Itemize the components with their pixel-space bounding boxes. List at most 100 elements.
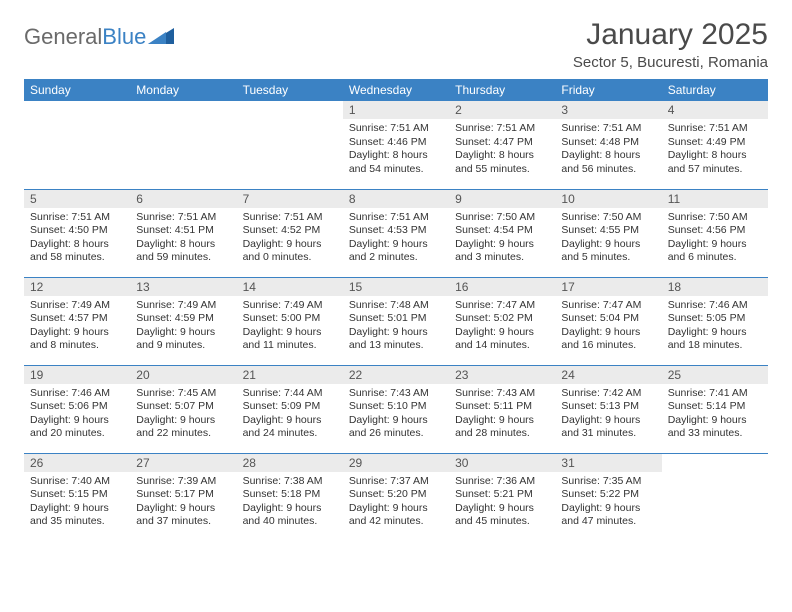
weekday-header: Thursday <box>449 79 555 101</box>
day-details: Sunrise: 7:51 AMSunset: 4:53 PMDaylight:… <box>343 208 449 266</box>
calendar-day-cell: 12Sunrise: 7:49 AMSunset: 4:57 PMDayligh… <box>24 277 130 365</box>
calendar-day-cell: 2Sunrise: 7:51 AMSunset: 4:47 PMDaylight… <box>449 101 555 189</box>
calendar-day-cell <box>662 453 768 541</box>
calendar-day-cell: 18Sunrise: 7:46 AMSunset: 5:05 PMDayligh… <box>662 277 768 365</box>
day-number: 22 <box>343 366 449 384</box>
day-number: 14 <box>237 278 343 296</box>
calendar-day-cell: 13Sunrise: 7:49 AMSunset: 4:59 PMDayligh… <box>130 277 236 365</box>
day-number: 8 <box>343 190 449 208</box>
weekday-header-row: Sunday Monday Tuesday Wednesday Thursday… <box>24 79 768 101</box>
day-details: Sunrise: 7:51 AMSunset: 4:46 PMDaylight:… <box>343 119 449 177</box>
day-number: 1 <box>343 101 449 119</box>
calendar-week-row: 19Sunrise: 7:46 AMSunset: 5:06 PMDayligh… <box>24 365 768 453</box>
day-number: 18 <box>662 278 768 296</box>
day-number: 20 <box>130 366 236 384</box>
day-number: 21 <box>237 366 343 384</box>
day-number: 5 <box>24 190 130 208</box>
logo-text-blue: Blue <box>102 24 146 50</box>
day-details: Sunrise: 7:47 AMSunset: 5:02 PMDaylight:… <box>449 296 555 354</box>
day-details: Sunrise: 7:51 AMSunset: 4:47 PMDaylight:… <box>449 119 555 177</box>
calendar-day-cell: 4Sunrise: 7:51 AMSunset: 4:49 PMDaylight… <box>662 101 768 189</box>
day-number: 13 <box>130 278 236 296</box>
calendar-week-row: 26Sunrise: 7:40 AMSunset: 5:15 PMDayligh… <box>24 453 768 541</box>
day-details: Sunrise: 7:36 AMSunset: 5:21 PMDaylight:… <box>449 472 555 530</box>
weekday-header: Wednesday <box>343 79 449 101</box>
day-number: 12 <box>24 278 130 296</box>
calendar-day-cell: 22Sunrise: 7:43 AMSunset: 5:10 PMDayligh… <box>343 365 449 453</box>
calendar-day-cell: 11Sunrise: 7:50 AMSunset: 4:56 PMDayligh… <box>662 189 768 277</box>
day-details: Sunrise: 7:49 AMSunset: 4:59 PMDaylight:… <box>130 296 236 354</box>
calendar-day-cell: 25Sunrise: 7:41 AMSunset: 5:14 PMDayligh… <box>662 365 768 453</box>
weekday-header: Sunday <box>24 79 130 101</box>
day-details: Sunrise: 7:39 AMSunset: 5:17 PMDaylight:… <box>130 472 236 530</box>
calendar-day-cell: 15Sunrise: 7:48 AMSunset: 5:01 PMDayligh… <box>343 277 449 365</box>
day-number: 2 <box>449 101 555 119</box>
calendar-day-cell <box>237 101 343 189</box>
calendar-day-cell: 10Sunrise: 7:50 AMSunset: 4:55 PMDayligh… <box>555 189 661 277</box>
day-number: 17 <box>555 278 661 296</box>
title-block: January 2025 Sector 5, Bucuresti, Romani… <box>573 18 768 71</box>
day-number: 28 <box>237 454 343 472</box>
day-number: 23 <box>449 366 555 384</box>
calendar-day-cell: 21Sunrise: 7:44 AMSunset: 5:09 PMDayligh… <box>237 365 343 453</box>
header: GeneralBlue January 2025 Sector 5, Bucur… <box>24 18 768 71</box>
calendar-day-cell: 19Sunrise: 7:46 AMSunset: 5:06 PMDayligh… <box>24 365 130 453</box>
day-details: Sunrise: 7:45 AMSunset: 5:07 PMDaylight:… <box>130 384 236 442</box>
day-details: Sunrise: 7:50 AMSunset: 4:54 PMDaylight:… <box>449 208 555 266</box>
calendar-day-cell: 3Sunrise: 7:51 AMSunset: 4:48 PMDaylight… <box>555 101 661 189</box>
day-details: Sunrise: 7:46 AMSunset: 5:06 PMDaylight:… <box>24 384 130 442</box>
day-details: Sunrise: 7:51 AMSunset: 4:51 PMDaylight:… <box>130 208 236 266</box>
day-number: 31 <box>555 454 661 472</box>
day-details: Sunrise: 7:51 AMSunset: 4:52 PMDaylight:… <box>237 208 343 266</box>
calendar-week-row: 5Sunrise: 7:51 AMSunset: 4:50 PMDaylight… <box>24 189 768 277</box>
calendar-day-cell: 20Sunrise: 7:45 AMSunset: 5:07 PMDayligh… <box>130 365 236 453</box>
day-details: Sunrise: 7:51 AMSunset: 4:49 PMDaylight:… <box>662 119 768 177</box>
day-details: Sunrise: 7:43 AMSunset: 5:11 PMDaylight:… <box>449 384 555 442</box>
calendar-day-cell: 7Sunrise: 7:51 AMSunset: 4:52 PMDaylight… <box>237 189 343 277</box>
day-details: Sunrise: 7:49 AMSunset: 4:57 PMDaylight:… <box>24 296 130 354</box>
logo-text-gray: General <box>24 24 102 50</box>
day-details: Sunrise: 7:50 AMSunset: 4:56 PMDaylight:… <box>662 208 768 266</box>
day-number: 11 <box>662 190 768 208</box>
day-number: 16 <box>449 278 555 296</box>
location-subtitle: Sector 5, Bucuresti, Romania <box>573 54 768 71</box>
page-title: January 2025 <box>573 18 768 52</box>
calendar-day-cell: 6Sunrise: 7:51 AMSunset: 4:51 PMDaylight… <box>130 189 236 277</box>
day-details: Sunrise: 7:42 AMSunset: 5:13 PMDaylight:… <box>555 384 661 442</box>
day-number: 29 <box>343 454 449 472</box>
calendar-day-cell: 8Sunrise: 7:51 AMSunset: 4:53 PMDaylight… <box>343 189 449 277</box>
calendar-week-row: 12Sunrise: 7:49 AMSunset: 4:57 PMDayligh… <box>24 277 768 365</box>
calendar-day-cell: 31Sunrise: 7:35 AMSunset: 5:22 PMDayligh… <box>555 453 661 541</box>
calendar-day-cell: 23Sunrise: 7:43 AMSunset: 5:11 PMDayligh… <box>449 365 555 453</box>
day-details: Sunrise: 7:51 AMSunset: 4:48 PMDaylight:… <box>555 119 661 177</box>
calendar-day-cell: 17Sunrise: 7:47 AMSunset: 5:04 PMDayligh… <box>555 277 661 365</box>
calendar-day-cell: 30Sunrise: 7:36 AMSunset: 5:21 PMDayligh… <box>449 453 555 541</box>
calendar-day-cell: 14Sunrise: 7:49 AMSunset: 5:00 PMDayligh… <box>237 277 343 365</box>
day-number: 25 <box>662 366 768 384</box>
day-number: 15 <box>343 278 449 296</box>
day-number: 4 <box>662 101 768 119</box>
day-details: Sunrise: 7:35 AMSunset: 5:22 PMDaylight:… <box>555 472 661 530</box>
day-number: 30 <box>449 454 555 472</box>
day-details: Sunrise: 7:44 AMSunset: 5:09 PMDaylight:… <box>237 384 343 442</box>
calendar-body: 1Sunrise: 7:51 AMSunset: 4:46 PMDaylight… <box>24 101 768 541</box>
day-details: Sunrise: 7:49 AMSunset: 5:00 PMDaylight:… <box>237 296 343 354</box>
day-number: 3 <box>555 101 661 119</box>
day-number: 26 <box>24 454 130 472</box>
day-number: 9 <box>449 190 555 208</box>
calendar-week-row: 1Sunrise: 7:51 AMSunset: 4:46 PMDaylight… <box>24 101 768 189</box>
day-details: Sunrise: 7:40 AMSunset: 5:15 PMDaylight:… <box>24 472 130 530</box>
calendar-table: Sunday Monday Tuesday Wednesday Thursday… <box>24 79 768 541</box>
logo-triangle-icon <box>148 24 174 50</box>
day-details: Sunrise: 7:46 AMSunset: 5:05 PMDaylight:… <box>662 296 768 354</box>
day-number: 6 <box>130 190 236 208</box>
day-details: Sunrise: 7:38 AMSunset: 5:18 PMDaylight:… <box>237 472 343 530</box>
day-details: Sunrise: 7:51 AMSunset: 4:50 PMDaylight:… <box>24 208 130 266</box>
weekday-header: Tuesday <box>237 79 343 101</box>
day-details: Sunrise: 7:37 AMSunset: 5:20 PMDaylight:… <box>343 472 449 530</box>
calendar-day-cell: 9Sunrise: 7:50 AMSunset: 4:54 PMDaylight… <box>449 189 555 277</box>
calendar-day-cell: 26Sunrise: 7:40 AMSunset: 5:15 PMDayligh… <box>24 453 130 541</box>
day-number: 24 <box>555 366 661 384</box>
weekday-header: Monday <box>130 79 236 101</box>
day-details: Sunrise: 7:48 AMSunset: 5:01 PMDaylight:… <box>343 296 449 354</box>
